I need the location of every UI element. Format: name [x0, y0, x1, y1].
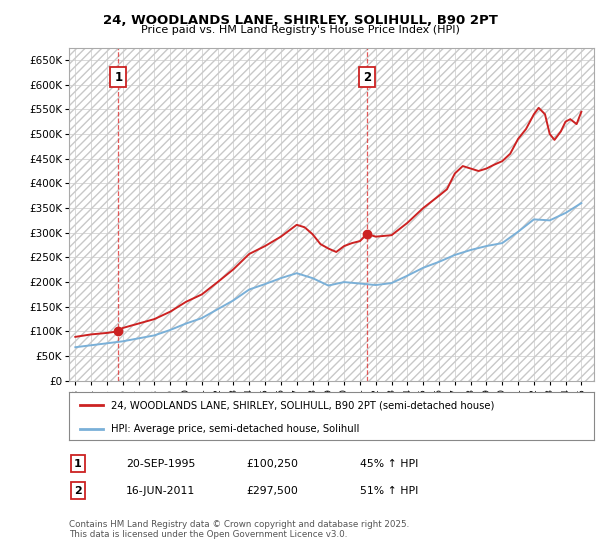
Text: 20-SEP-1995: 20-SEP-1995 [126, 459, 196, 469]
Text: 2: 2 [363, 71, 371, 83]
Text: 24, WOODLANDS LANE, SHIRLEY, SOLIHULL, B90 2PT (semi-detached house): 24, WOODLANDS LANE, SHIRLEY, SOLIHULL, B… [111, 400, 494, 410]
Text: 24, WOODLANDS LANE, SHIRLEY, SOLIHULL, B90 2PT: 24, WOODLANDS LANE, SHIRLEY, SOLIHULL, B… [103, 14, 497, 27]
Text: 2: 2 [74, 486, 82, 496]
Text: Contains HM Land Registry data © Crown copyright and database right 2025.
This d: Contains HM Land Registry data © Crown c… [69, 520, 409, 539]
Text: 1: 1 [74, 459, 82, 469]
Text: 16-JUN-2011: 16-JUN-2011 [126, 486, 195, 496]
Text: 1: 1 [114, 71, 122, 83]
Text: 51% ↑ HPI: 51% ↑ HPI [360, 486, 418, 496]
Text: Price paid vs. HM Land Registry's House Price Index (HPI): Price paid vs. HM Land Registry's House … [140, 25, 460, 35]
Text: HPI: Average price, semi-detached house, Solihull: HPI: Average price, semi-detached house,… [111, 424, 359, 434]
Text: 45% ↑ HPI: 45% ↑ HPI [360, 459, 418, 469]
Text: £297,500: £297,500 [246, 486, 298, 496]
Text: £100,250: £100,250 [246, 459, 298, 469]
